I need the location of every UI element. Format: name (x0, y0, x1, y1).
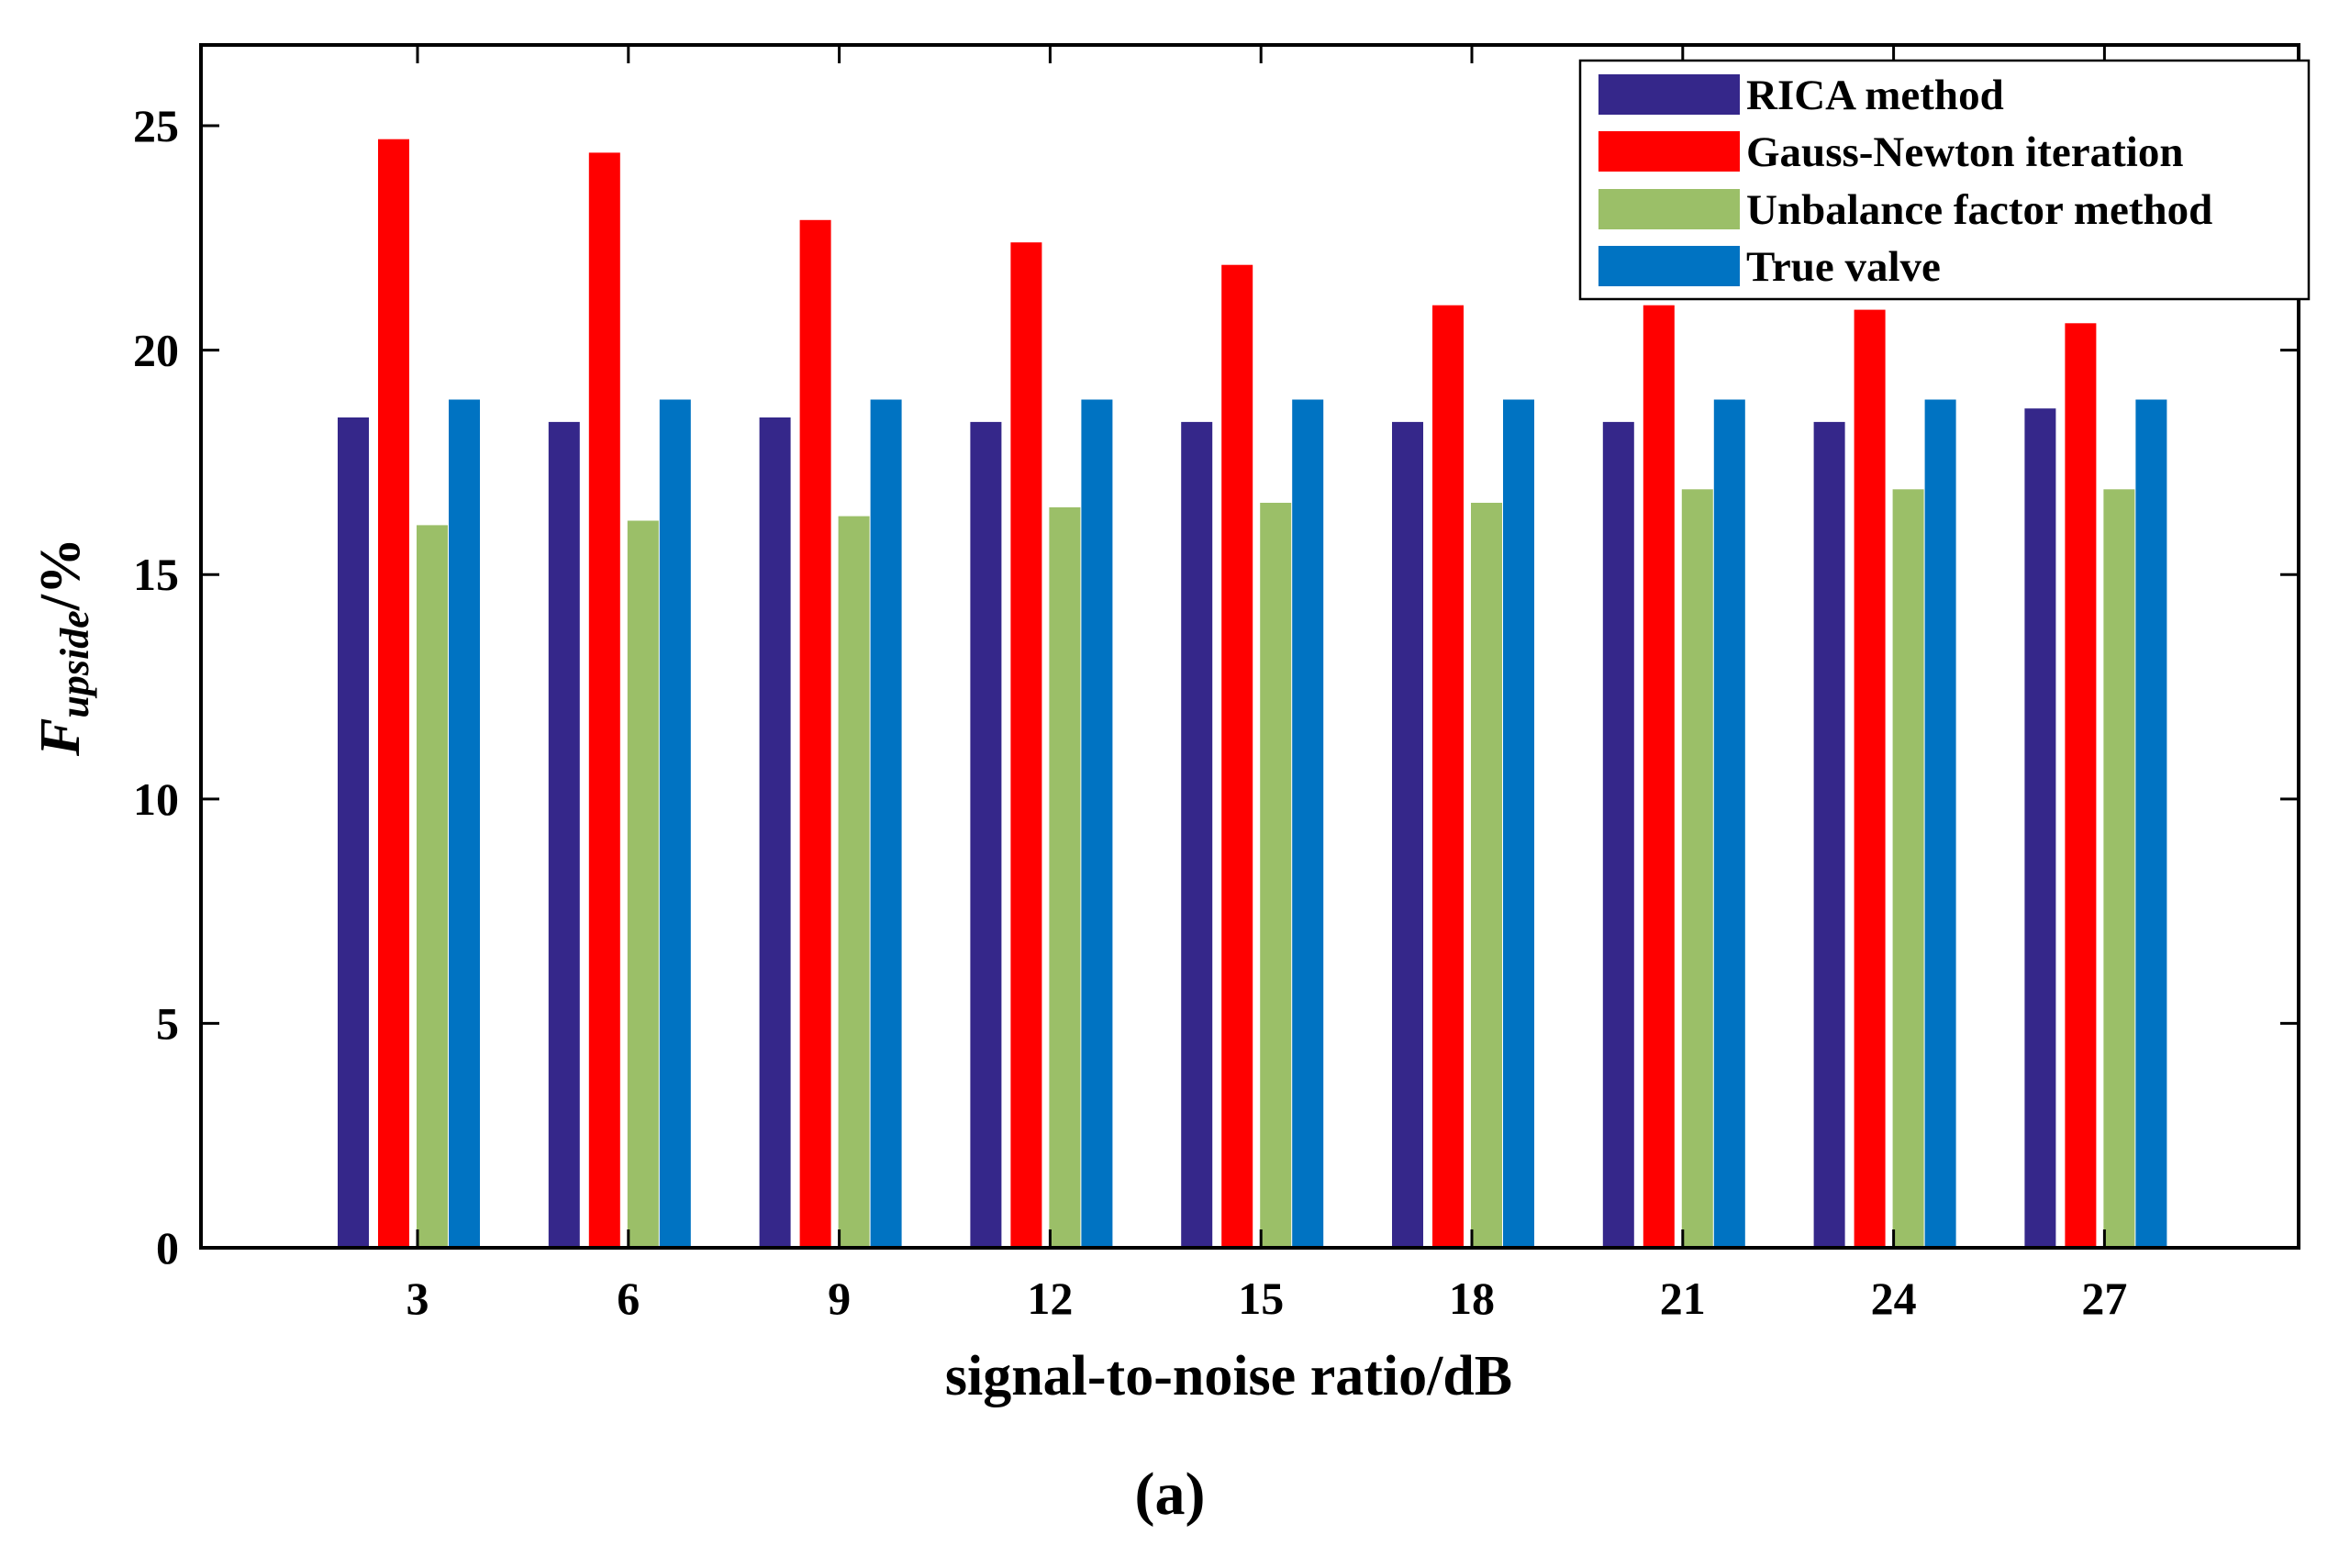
panel-label-letter: a (1155, 1461, 1186, 1528)
x-tick-label-27: 27 (2081, 1273, 2127, 1324)
x-tick-label-3: 3 (407, 1273, 429, 1324)
panel-label: (a) (1135, 1461, 1206, 1528)
bar-unbalance-factor-method-18 (1471, 503, 1502, 1248)
y-tick-label-10: 10 (133, 773, 179, 825)
y-tick-label-25: 25 (133, 100, 179, 151)
bar-rica-method-24 (1813, 421, 1845, 1248)
bar-true-valve-24 (1924, 399, 1956, 1248)
y-tick-label-20: 20 (133, 325, 179, 376)
bar-unbalance-factor-method-15 (1260, 503, 1292, 1248)
panel-label-close: ) (1186, 1461, 1206, 1528)
bar-gauss-newton-iteration-24 (1854, 309, 1886, 1249)
bars-layer (338, 139, 2167, 1249)
x-tick-label-6: 6 (617, 1273, 640, 1324)
bar-true-valve-18 (1503, 399, 1534, 1248)
x-tick-label-15: 15 (1238, 1273, 1284, 1324)
ticks-layer: 3 6 9 12 15 18 21 24 27 0 5 10 15 20 25 (133, 45, 2299, 1324)
legend-items: RICA method Gauss-Newton iteration Unbalan… (1598, 72, 2212, 291)
bar-unbalance-factor-method-27 (2103, 489, 2135, 1248)
bar-gauss-newton-iteration-27 (2065, 323, 2097, 1248)
bar-true-valve-27 (2135, 399, 2167, 1248)
y-axis-title-suffix: /% (29, 538, 92, 611)
bar-rica-method-27 (2024, 408, 2056, 1248)
bar-true-valve-3 (449, 399, 480, 1248)
bar-unbalance-factor-method-24 (1892, 489, 1924, 1248)
legend-label-gauss-newton-iteration: Gauss-Newton iteration (1746, 128, 2184, 176)
bar-unbalance-factor-method-3 (417, 525, 448, 1248)
y-axis-title: Fupside/% (29, 538, 97, 757)
x-tick-label-9: 9 (828, 1273, 851, 1324)
bar-true-valve-21 (1713, 399, 1745, 1248)
legend-swatch-true-valve (1598, 246, 1740, 286)
bar-unbalance-factor-method-6 (627, 520, 659, 1248)
bar-rica-method-9 (759, 417, 791, 1248)
bar-gauss-newton-iteration-9 (799, 219, 831, 1248)
bar-true-valve-15 (1292, 399, 1324, 1248)
bar-true-valve-6 (659, 399, 691, 1248)
bar-true-valve-9 (870, 399, 902, 1248)
x-tick-label-24: 24 (1871, 1273, 1917, 1324)
legend-swatch-rica-method (1598, 74, 1740, 115)
y-tick-label-0: 0 (156, 1222, 179, 1273)
panel-label-open: ( (1135, 1461, 1155, 1528)
bar-gauss-newton-iteration-3 (378, 139, 409, 1249)
legend-label-rica-method: RICA method (1746, 72, 2004, 119)
bar-rica-method-6 (548, 421, 580, 1248)
bar-rica-method-3 (338, 417, 369, 1248)
legend-label-unbalance-factor-method: Unbalance factor method (1746, 186, 2212, 234)
bar-true-valve-12 (1081, 399, 1113, 1248)
plot-area-frame (199, 43, 2300, 1250)
legend-swatch-unbalance-factor-method (1598, 189, 1740, 229)
bar-rica-method-21 (1602, 421, 1634, 1248)
bar-rica-method-12 (970, 421, 1002, 1248)
bar-rica-method-18 (1392, 421, 1423, 1248)
legend: RICA method Gauss-Newton iteration Unbalan… (1578, 59, 2311, 301)
legend-swatch-gauss-newton-iteration (1598, 131, 1740, 172)
y-axis-title-main: F (29, 718, 92, 757)
bar-gauss-newton-iteration-6 (588, 152, 620, 1248)
legend-label-true-valve: True valve (1746, 243, 1941, 291)
y-tick-label-15: 15 (133, 549, 179, 600)
bar-unbalance-factor-method-12 (1049, 506, 1081, 1248)
bar-gauss-newton-iteration-12 (1010, 242, 1042, 1249)
bar-gauss-newton-iteration-21 (1643, 305, 1675, 1249)
x-tick-label-18: 18 (1449, 1273, 1495, 1324)
bar-gauss-newton-iteration-18 (1432, 305, 1464, 1249)
x-axis-title: signal-to-noise ratio/dB (945, 1345, 1512, 1407)
y-tick-label-5: 5 (156, 997, 179, 1049)
bar-rica-method-15 (1181, 421, 1213, 1248)
x-tick-label-21: 21 (1660, 1273, 1706, 1324)
bar-unbalance-factor-method-21 (1681, 489, 1713, 1248)
x-tick-label-12: 12 (1027, 1273, 1073, 1324)
axes-layer (199, 43, 2300, 1250)
bar-unbalance-factor-method-9 (838, 516, 870, 1248)
bar-gauss-newton-iteration-15 (1221, 264, 1253, 1249)
y-axis-title-subscript: upside (52, 610, 97, 717)
